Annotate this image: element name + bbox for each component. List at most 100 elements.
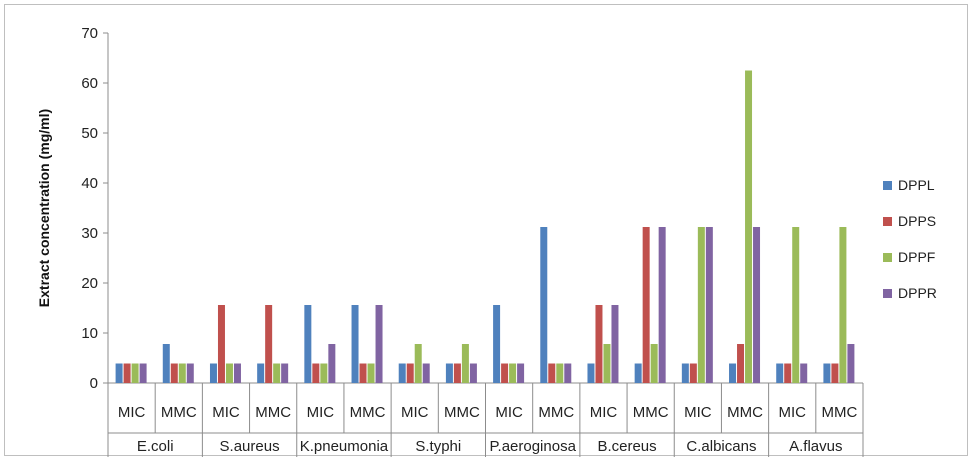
bar-dppr — [800, 363, 808, 383]
bar-dppr — [186, 363, 194, 383]
bar-dpps — [501, 363, 509, 383]
bar-dppf — [367, 363, 375, 383]
y-tick-label: 40 — [81, 175, 98, 192]
bar-dppf — [225, 363, 233, 383]
y-tick-label: 20 — [81, 275, 98, 292]
y-axis-title: Extract concentration (mg/ml) — [36, 109, 52, 307]
y-tick-label: 10 — [81, 325, 98, 342]
bar-dppl — [729, 363, 737, 383]
bar-dppr — [375, 305, 383, 383]
y-tick-label: 30 — [81, 225, 98, 242]
x-group-label: P.aeroginosa — [489, 438, 576, 455]
bar-dpps — [784, 363, 792, 383]
bar-dpps — [359, 363, 367, 383]
x-group-label: K.pneumonia — [300, 438, 389, 455]
legend-swatch-dppf — [883, 253, 892, 262]
bar-dppf — [178, 363, 186, 383]
bar-dpps — [689, 363, 697, 383]
bar-dpps — [217, 305, 225, 383]
x-category-label: MIC — [684, 404, 712, 421]
bar-dppl — [304, 305, 312, 383]
bar-dpps — [406, 363, 414, 383]
x-category-label: MMC — [727, 404, 763, 421]
bar-dppl — [398, 363, 406, 383]
legend-swatch-dppr — [883, 289, 892, 298]
bar-dppr — [328, 344, 336, 383]
x-group-label: E.coli — [137, 438, 174, 455]
labels-layer: 0 10 20 30 40 50 60 70 Extract concentration (mg… — [36, 25, 857, 455]
legend-swatch-dpps — [883, 217, 892, 226]
bar-dppl — [257, 363, 265, 383]
chart-container: 0 10 20 30 40 50 60 70 Extract concentration (mg… — [4, 4, 968, 457]
axes-layer — [103, 32, 864, 457]
x-category-label: MIC — [590, 404, 618, 421]
bar-dppf — [839, 227, 847, 383]
x-category-label: MMC — [444, 404, 480, 421]
bar-dppf — [461, 344, 469, 383]
bar-dpps — [831, 363, 839, 383]
y-tick-label: 60 — [81, 75, 98, 92]
x-category-label: MIC — [778, 404, 806, 421]
bar-dppr — [753, 227, 761, 383]
bar-dpps — [170, 363, 178, 383]
bar-dppf — [320, 363, 328, 383]
legend-label-dpps: DPPS — [898, 213, 936, 229]
x-group-label: A.flavus — [789, 438, 842, 455]
legend: DPPL DPPS DPPF DPPR — [883, 177, 937, 301]
bar-dppl — [351, 305, 359, 383]
legend-label-dppr: DPPR — [898, 285, 937, 301]
bar-chart: 0 10 20 30 40 50 60 70 Extract concentration (mg… — [36, 25, 937, 457]
bar-dppf — [273, 363, 281, 383]
bar-dppf — [697, 227, 705, 383]
x-category-label: MMC — [350, 404, 386, 421]
x-category-label: MMC — [161, 404, 197, 421]
bar-dppl — [823, 363, 831, 383]
x-group-label: S.aureus — [220, 438, 280, 455]
bar-dppl — [115, 363, 123, 383]
bar-dppf — [414, 344, 422, 383]
x-category-label: MMC — [821, 404, 857, 421]
legend-swatch-dppl — [883, 181, 892, 190]
bar-dppl — [493, 305, 501, 383]
bar-dppr — [233, 363, 241, 383]
x-group-label: C.albicans — [686, 438, 756, 455]
x-group-label: S.typhi — [415, 438, 461, 455]
bar-dppr — [611, 305, 619, 383]
bar-dppf — [509, 363, 517, 383]
x-category-label: MIC — [118, 404, 146, 421]
bar-dppr — [422, 363, 430, 383]
bar-dppf — [650, 344, 658, 383]
bar-dppl — [634, 363, 642, 383]
x-category-label: MMC — [538, 404, 574, 421]
legend-label-dppf: DPPF — [898, 249, 935, 265]
bar-dppl — [162, 344, 170, 383]
bar-dppr — [847, 344, 855, 383]
bar-dppr — [139, 363, 147, 383]
x-category-label: MIC — [307, 404, 335, 421]
bar-dppr — [564, 363, 572, 383]
bars-layer — [115, 70, 855, 383]
bar-dppr — [658, 227, 666, 383]
bar-dppf — [603, 344, 611, 383]
bar-dpps — [312, 363, 320, 383]
bar-dppf — [556, 363, 564, 383]
bar-dppr — [705, 227, 713, 383]
x-group-label: B.cereus — [597, 438, 656, 455]
bar-dpps — [453, 363, 461, 383]
y-tick-label: 70 — [81, 25, 98, 42]
bar-dppf — [745, 70, 753, 383]
bar-dppr — [469, 363, 477, 383]
y-tick-label: 50 — [81, 125, 98, 142]
bar-dpps — [737, 344, 745, 383]
x-category-label: MIC — [401, 404, 429, 421]
x-category-label: MIC — [212, 404, 240, 421]
bar-dppl — [445, 363, 453, 383]
legend-label-dppl: DPPL — [898, 177, 935, 193]
y-tick-label: 0 — [90, 375, 98, 392]
bar-dppr — [517, 363, 525, 383]
bar-dpps — [123, 363, 131, 383]
bar-dppl — [587, 363, 595, 383]
x-category-label: MIC — [495, 404, 523, 421]
x-category-label: MMC — [633, 404, 669, 421]
bar-dpps — [642, 227, 650, 383]
